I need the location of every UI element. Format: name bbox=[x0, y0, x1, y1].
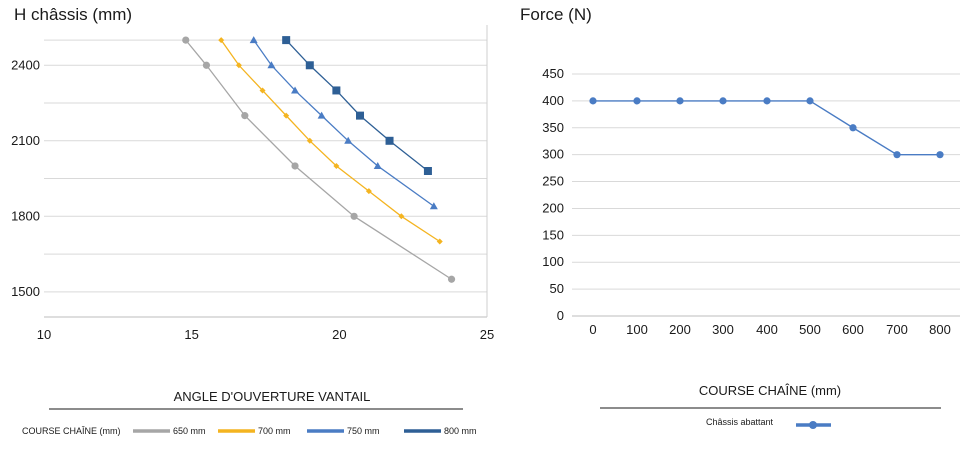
data-point bbox=[305, 61, 314, 70]
series-800-mm bbox=[282, 36, 432, 175]
data-point bbox=[385, 136, 394, 145]
series-line bbox=[185, 39, 452, 280]
right-chart-y-ticks: 0 50 100 150 200 250 300 350 400 450 bbox=[542, 66, 564, 323]
series-650-mm bbox=[182, 36, 456, 283]
data-point bbox=[893, 151, 901, 159]
left-chart-x-ticks: 10 15 20 25 bbox=[37, 327, 494, 342]
right-chart-y-tick-label: 400 bbox=[542, 93, 564, 108]
right-chart-y-tick-label: 200 bbox=[542, 200, 564, 215]
right-chart-series bbox=[589, 97, 944, 159]
data-point bbox=[291, 86, 300, 94]
data-point bbox=[202, 61, 211, 69]
data-point bbox=[763, 97, 771, 105]
right-chart-x-tick-label: 700 bbox=[886, 322, 908, 337]
series-700-mm bbox=[218, 37, 443, 245]
right-chart-y-tick-label: 100 bbox=[542, 254, 564, 269]
data-point bbox=[936, 151, 944, 159]
legend-label: 650 mm bbox=[173, 426, 206, 436]
data-point bbox=[267, 61, 276, 69]
data-point bbox=[447, 275, 456, 283]
data-point bbox=[356, 111, 365, 120]
left-chart: H châssis (mm) 1500 1800 2100 2400 10 15 20 25… bbox=[11, 5, 494, 436]
legend-label: 750 mm bbox=[347, 426, 380, 436]
series-line bbox=[285, 39, 429, 172]
right-chart-y-tick-label: 300 bbox=[542, 147, 564, 162]
series-750-mm bbox=[249, 36, 438, 210]
data-point bbox=[182, 36, 190, 44]
right-chart-y-tick-label: 250 bbox=[542, 174, 564, 189]
data-point bbox=[241, 112, 249, 120]
right-chart-x-tick-label: 400 bbox=[756, 322, 778, 337]
series-Châssis-abattant bbox=[589, 97, 944, 159]
right-chart: Force (N) 0 50 100 150 200 250 300 350 400 450 0 1… bbox=[520, 5, 960, 429]
left-chart-x-tick-label: 25 bbox=[480, 327, 494, 342]
right-chart-x-tick-label: 500 bbox=[799, 322, 821, 337]
right-chart-x-axis-label: COURSE CHAÎNE (mm) bbox=[699, 383, 841, 398]
data-point bbox=[344, 136, 353, 144]
data-point bbox=[373, 161, 382, 169]
data-point bbox=[398, 213, 405, 220]
legend-label: 700 mm bbox=[258, 426, 291, 436]
left-chart-x-tick-label: 15 bbox=[184, 327, 198, 342]
right-chart-y-tick-label: 350 bbox=[542, 120, 564, 135]
data-point bbox=[676, 97, 684, 105]
left-chart-y-tick-label: 2400 bbox=[11, 57, 40, 72]
right-chart-x-tick-label: 200 bbox=[669, 322, 691, 337]
legend-marker bbox=[809, 421, 817, 429]
right-chart-x-tick-label: 300 bbox=[712, 322, 734, 337]
data-point bbox=[332, 86, 341, 95]
right-chart-y-tick-label: 150 bbox=[542, 227, 564, 242]
right-chart-x-ticks: 0 100 200 300 400 500 600 700 800 bbox=[589, 322, 950, 337]
data-point bbox=[218, 37, 225, 44]
left-chart-y-tick-label: 1800 bbox=[11, 208, 40, 223]
right-chart-x-tick-label: 0 bbox=[589, 322, 596, 337]
right-chart-y-tick-label: 50 bbox=[550, 281, 564, 296]
legend-title: COURSE CHAÎNE (mm) bbox=[22, 426, 121, 436]
left-chart-x-axis-label: ANGLE D'OUVERTURE VANTAIL bbox=[174, 389, 371, 404]
data-point bbox=[291, 162, 299, 170]
data-point bbox=[849, 124, 857, 132]
data-point bbox=[633, 97, 641, 105]
left-chart-series bbox=[182, 36, 456, 283]
data-point bbox=[365, 188, 372, 195]
data-point bbox=[333, 162, 340, 169]
left-chart-y-tick-label: 1500 bbox=[11, 284, 40, 299]
data-point bbox=[235, 62, 242, 69]
data-point bbox=[423, 167, 432, 175]
data-point bbox=[719, 97, 727, 105]
legend-label: 800 mm bbox=[444, 426, 477, 436]
data-point bbox=[283, 112, 290, 119]
right-chart-x-tick-label: 800 bbox=[929, 322, 951, 337]
left-chart-x-tick-label: 10 bbox=[37, 327, 51, 342]
right-chart-legend: Châssis abattant bbox=[706, 417, 831, 429]
data-point bbox=[306, 137, 313, 144]
data-point bbox=[429, 202, 438, 210]
data-point bbox=[259, 87, 266, 94]
right-chart-title: Force (N) bbox=[520, 5, 592, 24]
data-point bbox=[589, 97, 597, 105]
data-point bbox=[806, 97, 814, 105]
left-chart-gridlines bbox=[44, 39, 487, 293]
left-chart-x-tick-label: 20 bbox=[332, 327, 346, 342]
right-chart-y-tick-label: 0 bbox=[557, 308, 564, 323]
right-chart-x-tick-label: 600 bbox=[842, 322, 864, 337]
data-point bbox=[350, 212, 358, 220]
left-chart-y-tick-label: 2100 bbox=[11, 133, 40, 148]
data-point bbox=[317, 111, 326, 119]
right-chart-x-tick-label: 100 bbox=[626, 322, 648, 337]
right-chart-y-tick-label: 450 bbox=[542, 66, 564, 81]
left-chart-legend: COURSE CHAÎNE (mm) 650 mm 700 mm 750 mm 800… bbox=[22, 426, 477, 436]
right-chart-gridlines bbox=[572, 73, 960, 317]
data-point bbox=[282, 36, 291, 45]
left-chart-title: H châssis (mm) bbox=[14, 5, 132, 24]
legend-label: Châssis abattant bbox=[706, 417, 774, 427]
left-chart-y-ticks: 1500 1800 2100 2400 bbox=[11, 57, 40, 299]
data-point bbox=[249, 36, 258, 44]
data-point bbox=[436, 238, 443, 245]
